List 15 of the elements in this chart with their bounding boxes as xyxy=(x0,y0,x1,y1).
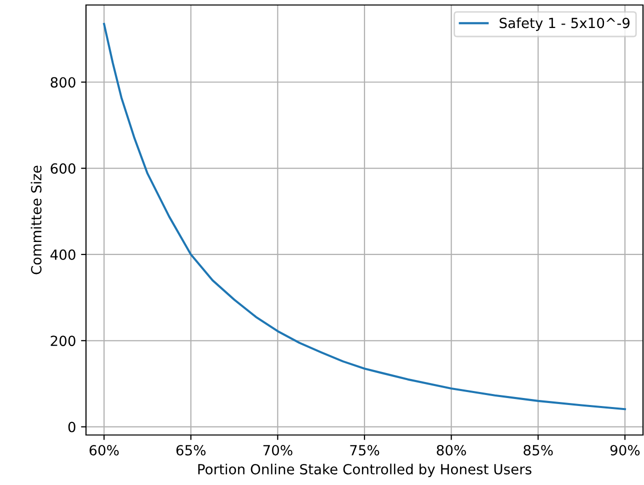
x-tick-label: 80% xyxy=(436,444,466,456)
x-tick-label: 75% xyxy=(350,444,380,456)
x-tick-label: 65% xyxy=(176,444,206,456)
y-axis-title: Committee Size xyxy=(30,166,42,274)
x-tick-label: 60% xyxy=(90,444,119,456)
x-tick-label: 90% xyxy=(610,444,640,456)
y-tick-label: 800 xyxy=(50,77,76,88)
y-tick-label: 0 xyxy=(68,422,76,432)
x-tick-label: 85% xyxy=(524,444,553,456)
y-tick-label: 400 xyxy=(50,249,76,260)
x-axis-title: Portion Online Stake Controlled by Honest Users xyxy=(198,464,532,478)
y-tick-label: 600 xyxy=(50,163,76,174)
y-tick-label: 200 xyxy=(50,336,76,346)
legend-label: Safety 1 - 5x10^-9 xyxy=(500,18,630,31)
x-tick-label: 70% xyxy=(263,444,292,456)
